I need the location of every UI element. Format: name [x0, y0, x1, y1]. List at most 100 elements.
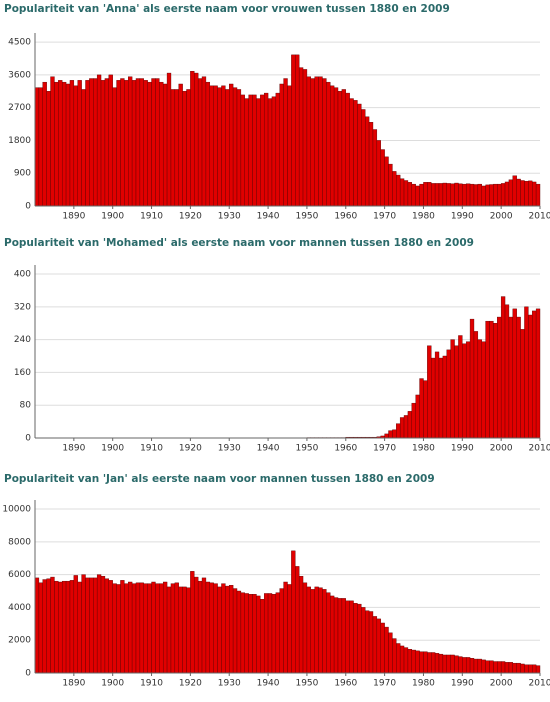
bar	[58, 80, 63, 207]
x-tick-label: 1960	[334, 212, 357, 222]
bar	[38, 87, 43, 207]
bar	[201, 76, 207, 207]
bar	[399, 417, 405, 439]
x-tick-label: 1970	[373, 679, 396, 689]
bar	[403, 415, 409, 439]
bar	[508, 662, 514, 674]
bar	[357, 103, 362, 207]
bar	[469, 658, 475, 674]
bar	[520, 180, 525, 207]
bar	[423, 380, 428, 439]
bar	[275, 92, 280, 207]
bar	[89, 577, 94, 674]
bar	[388, 632, 393, 674]
bar	[454, 345, 459, 439]
y-tick-label: 6000	[8, 570, 31, 580]
y-tick-label: 2000	[8, 636, 31, 646]
bar	[135, 78, 141, 207]
bar	[469, 318, 475, 439]
bar	[419, 378, 424, 439]
y-tick-label: 160	[14, 368, 31, 378]
bar	[232, 87, 238, 207]
bar	[194, 72, 199, 207]
bar	[260, 599, 265, 674]
bar	[516, 662, 521, 674]
bar	[458, 183, 463, 207]
bar	[326, 81, 331, 207]
bar	[520, 663, 525, 674]
bar	[182, 586, 187, 674]
x-tick-label: 1910	[140, 679, 163, 689]
bar	[434, 183, 440, 207]
y-tick-label: 80	[20, 401, 32, 411]
bar	[139, 582, 144, 674]
bar	[209, 85, 214, 207]
bar	[361, 607, 366, 674]
bar	[267, 98, 273, 207]
bar	[124, 583, 129, 674]
bar	[240, 94, 245, 207]
bar	[489, 660, 494, 674]
bar	[415, 650, 420, 674]
bar	[384, 156, 389, 207]
bar	[345, 92, 350, 207]
bar	[174, 89, 179, 207]
bar	[170, 89, 176, 207]
x-tick-label: 2000	[490, 212, 513, 222]
bar	[170, 583, 176, 674]
bar	[446, 654, 451, 674]
bar	[236, 89, 242, 207]
bar	[225, 585, 230, 674]
bar	[415, 185, 420, 207]
bar	[229, 83, 234, 207]
bar	[302, 582, 308, 674]
chart-title: Populariteit van 'Anna' als eerste naam …	[4, 3, 450, 15]
bar	[159, 81, 164, 207]
x-tick-label: 2000	[490, 679, 513, 689]
bar	[524, 306, 529, 439]
bar	[528, 314, 533, 439]
bar	[96, 574, 102, 674]
bar	[295, 566, 300, 674]
bar	[34, 87, 40, 207]
bar	[500, 183, 506, 207]
bar	[446, 349, 451, 439]
bar	[100, 576, 106, 674]
bar	[431, 357, 436, 439]
bar	[411, 402, 416, 439]
bar	[399, 178, 405, 207]
x-tick-label: 1890	[62, 444, 85, 454]
y-tick-label: 320	[14, 302, 31, 312]
bar	[462, 183, 467, 207]
bar	[388, 163, 393, 207]
bar	[61, 580, 67, 674]
bar	[524, 181, 529, 207]
bar	[131, 583, 137, 674]
bar	[434, 351, 440, 439]
bar	[143, 80, 148, 207]
bar	[337, 91, 343, 207]
bar	[438, 183, 444, 207]
bar	[341, 89, 346, 207]
bar	[535, 183, 541, 207]
x-tick-label: 1960	[334, 444, 357, 454]
bar	[42, 579, 47, 674]
bar	[380, 149, 385, 207]
x-tick-label: 1920	[179, 679, 202, 689]
bar	[197, 580, 203, 674]
bar	[217, 586, 222, 674]
bar	[65, 83, 71, 207]
bar	[112, 583, 117, 674]
bar	[178, 586, 183, 674]
bar	[524, 664, 529, 674]
bar	[232, 588, 238, 674]
bar	[353, 100, 358, 207]
bar	[504, 662, 510, 674]
bar	[403, 180, 409, 207]
bar	[124, 80, 129, 207]
bar	[318, 76, 323, 207]
bar	[481, 185, 486, 207]
x-tick-label: 1920	[179, 212, 202, 222]
bar	[528, 664, 533, 674]
bar	[477, 658, 482, 674]
